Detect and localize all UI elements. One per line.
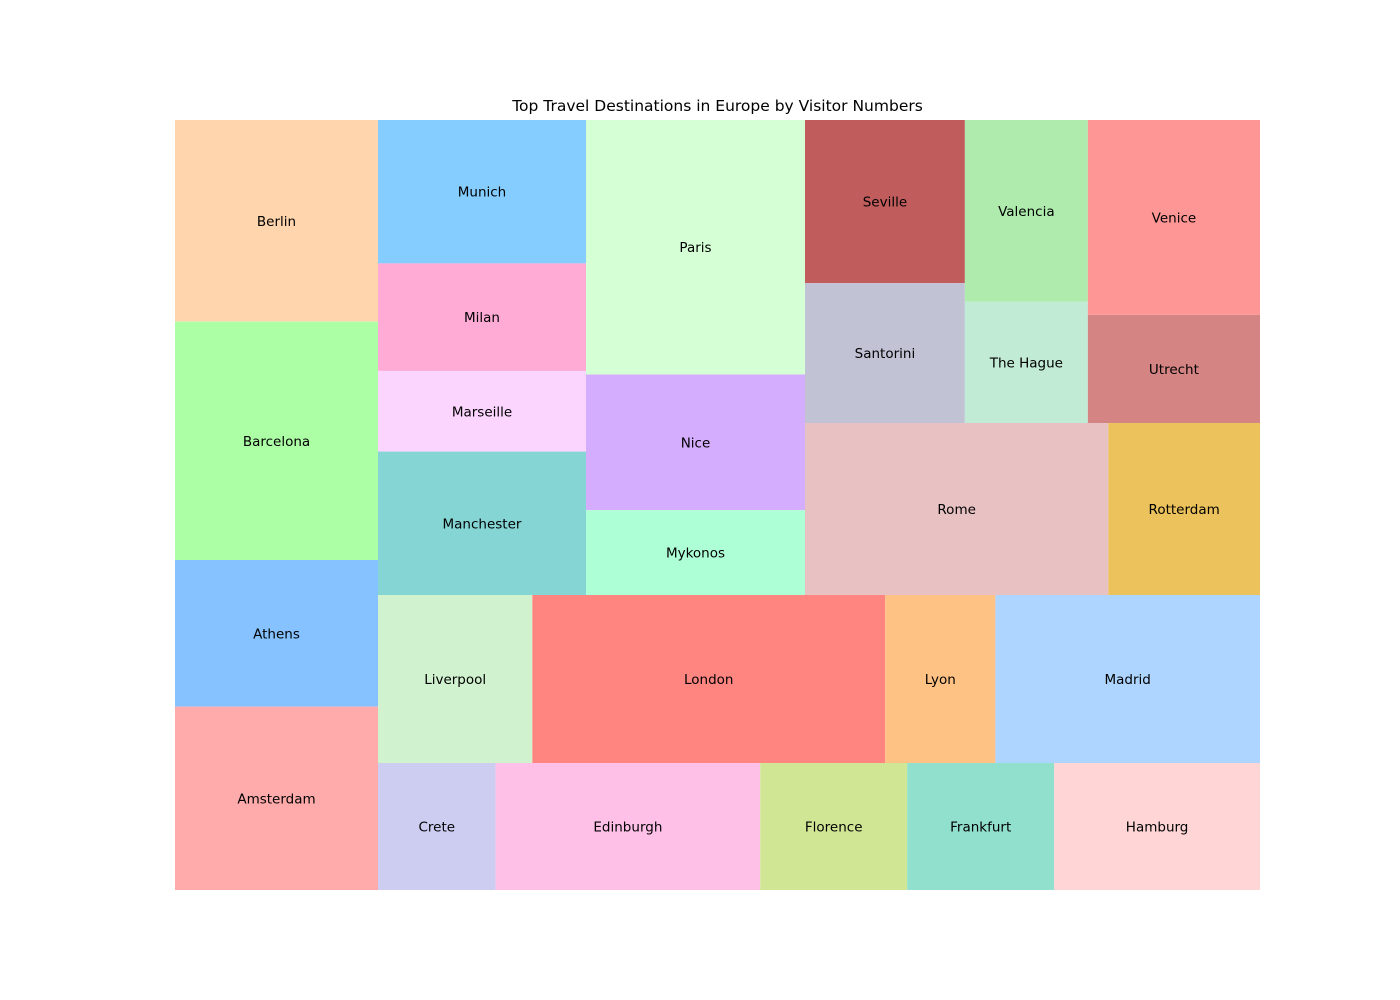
tile-milan: Milan (378, 263, 586, 371)
tile-marseille: Marseille (378, 370, 586, 452)
tile-rect-milan (378, 263, 586, 371)
tile-rect-marseille (378, 370, 586, 452)
tile-athens: Athens (175, 560, 378, 707)
tile-venice: Venice (1087, 120, 1260, 315)
tile-label-nice: Nice (681, 435, 711, 451)
tile-label-seville: Seville (863, 195, 907, 211)
tile-seville: Seville (805, 120, 965, 284)
chart-title: Top Travel Destinations in Europe by Vis… (512, 97, 923, 115)
tile-label-paris: Paris (679, 240, 711, 256)
tile-label-venice: Venice (1152, 210, 1197, 226)
tile-rect-utrecht (1087, 314, 1260, 423)
tile-utrecht: Utrecht (1087, 314, 1260, 423)
tile-rect-valencia (964, 120, 1088, 302)
tile-rect-liverpool (378, 595, 533, 763)
tile-label-hamburg: Hamburg (1126, 820, 1189, 836)
tile-florence: Florence (760, 763, 908, 890)
tile-valencia: Valencia (964, 120, 1088, 302)
tile-label-liverpool: Liverpool (424, 672, 486, 688)
tile-label-mykonos: Mykonos (666, 546, 725, 562)
tile-rect-rome (805, 423, 1109, 595)
tile-rect-the-hague (964, 301, 1088, 423)
tile-label-frankfurt: Frankfurt (950, 820, 1011, 836)
tile-rect-edinburgh (495, 763, 761, 890)
tile-label-athens: Athens (253, 626, 300, 642)
tile-rect-santorini (805, 283, 965, 423)
tile-hamburg: Hamburg (1054, 763, 1260, 890)
tile-santorini: Santorini (805, 283, 965, 423)
tile-rect-frankfurt (907, 763, 1055, 890)
tile-rect-mykonos (586, 510, 805, 595)
tile-barcelona: Barcelona (175, 321, 378, 560)
tile-rect-lyon (885, 595, 996, 763)
tile-rome: Rome (805, 423, 1109, 595)
tile-rect-seville (805, 120, 965, 284)
tile-label-rotterdam: Rotterdam (1149, 502, 1220, 518)
tile-rect-paris (586, 120, 805, 375)
tile-label-marseille: Marseille (452, 404, 512, 420)
tile-label-crete: Crete (419, 820, 456, 836)
tile-paris: Paris (586, 120, 805, 375)
tile-london: London (532, 595, 886, 763)
tile-berlin: Berlin (175, 120, 378, 322)
tile-rect-amsterdam (175, 706, 378, 890)
tile-manchester: Manchester (378, 451, 586, 595)
tile-rect-manchester (378, 451, 586, 595)
tile-label-lyon: Lyon (925, 672, 956, 688)
tile-munich: Munich (378, 120, 586, 264)
tile-the-hague: The Hague (964, 301, 1088, 423)
tile-rect-london (532, 595, 886, 763)
tile-rect-florence (760, 763, 908, 890)
tile-rotterdam: Rotterdam (1108, 423, 1260, 595)
tile-rect-madrid (995, 595, 1260, 763)
tile-madrid: Madrid (995, 595, 1260, 763)
tile-label-munich: Munich (458, 185, 507, 201)
tile-label-milan: Milan (464, 310, 500, 326)
tile-nice: Nice (586, 374, 805, 511)
tile-label-madrid: Madrid (1105, 672, 1151, 688)
tile-label-amsterdam: Amsterdam (237, 791, 315, 807)
tile-mykonos: Mykonos (586, 510, 805, 595)
tile-label-edinburgh: Edinburgh (593, 820, 662, 836)
tile-rect-barcelona (175, 321, 378, 560)
tile-label-manchester: Manchester (443, 516, 522, 532)
tile-amsterdam: Amsterdam (175, 706, 378, 890)
tile-label-london: London (684, 672, 734, 688)
tile-rect-athens (175, 560, 378, 707)
tile-frankfurt: Frankfurt (907, 763, 1055, 890)
tile-liverpool: Liverpool (378, 595, 533, 763)
tile-label-valencia: Valencia (998, 204, 1055, 220)
tile-label-utrecht: Utrecht (1149, 362, 1199, 378)
tile-lyon: Lyon (885, 595, 996, 763)
tile-edinburgh: Edinburgh (495, 763, 761, 890)
tile-rect-berlin (175, 120, 378, 322)
tile-label-the-hague: The Hague (989, 355, 1063, 371)
tile-label-berlin: Berlin (257, 214, 296, 230)
tile-label-rome: Rome (937, 502, 976, 518)
tile-rect-hamburg (1054, 763, 1260, 890)
tile-rect-crete (378, 763, 496, 890)
tile-label-barcelona: Barcelona (243, 434, 310, 450)
tile-rect-rotterdam (1108, 423, 1260, 595)
tile-rect-munich (378, 120, 586, 264)
tile-crete: Crete (378, 763, 496, 890)
tile-label-santorini: Santorini (855, 346, 916, 362)
tile-rect-nice (586, 374, 805, 511)
tile-label-florence: Florence (805, 820, 863, 836)
tile-rect-venice (1087, 120, 1260, 315)
